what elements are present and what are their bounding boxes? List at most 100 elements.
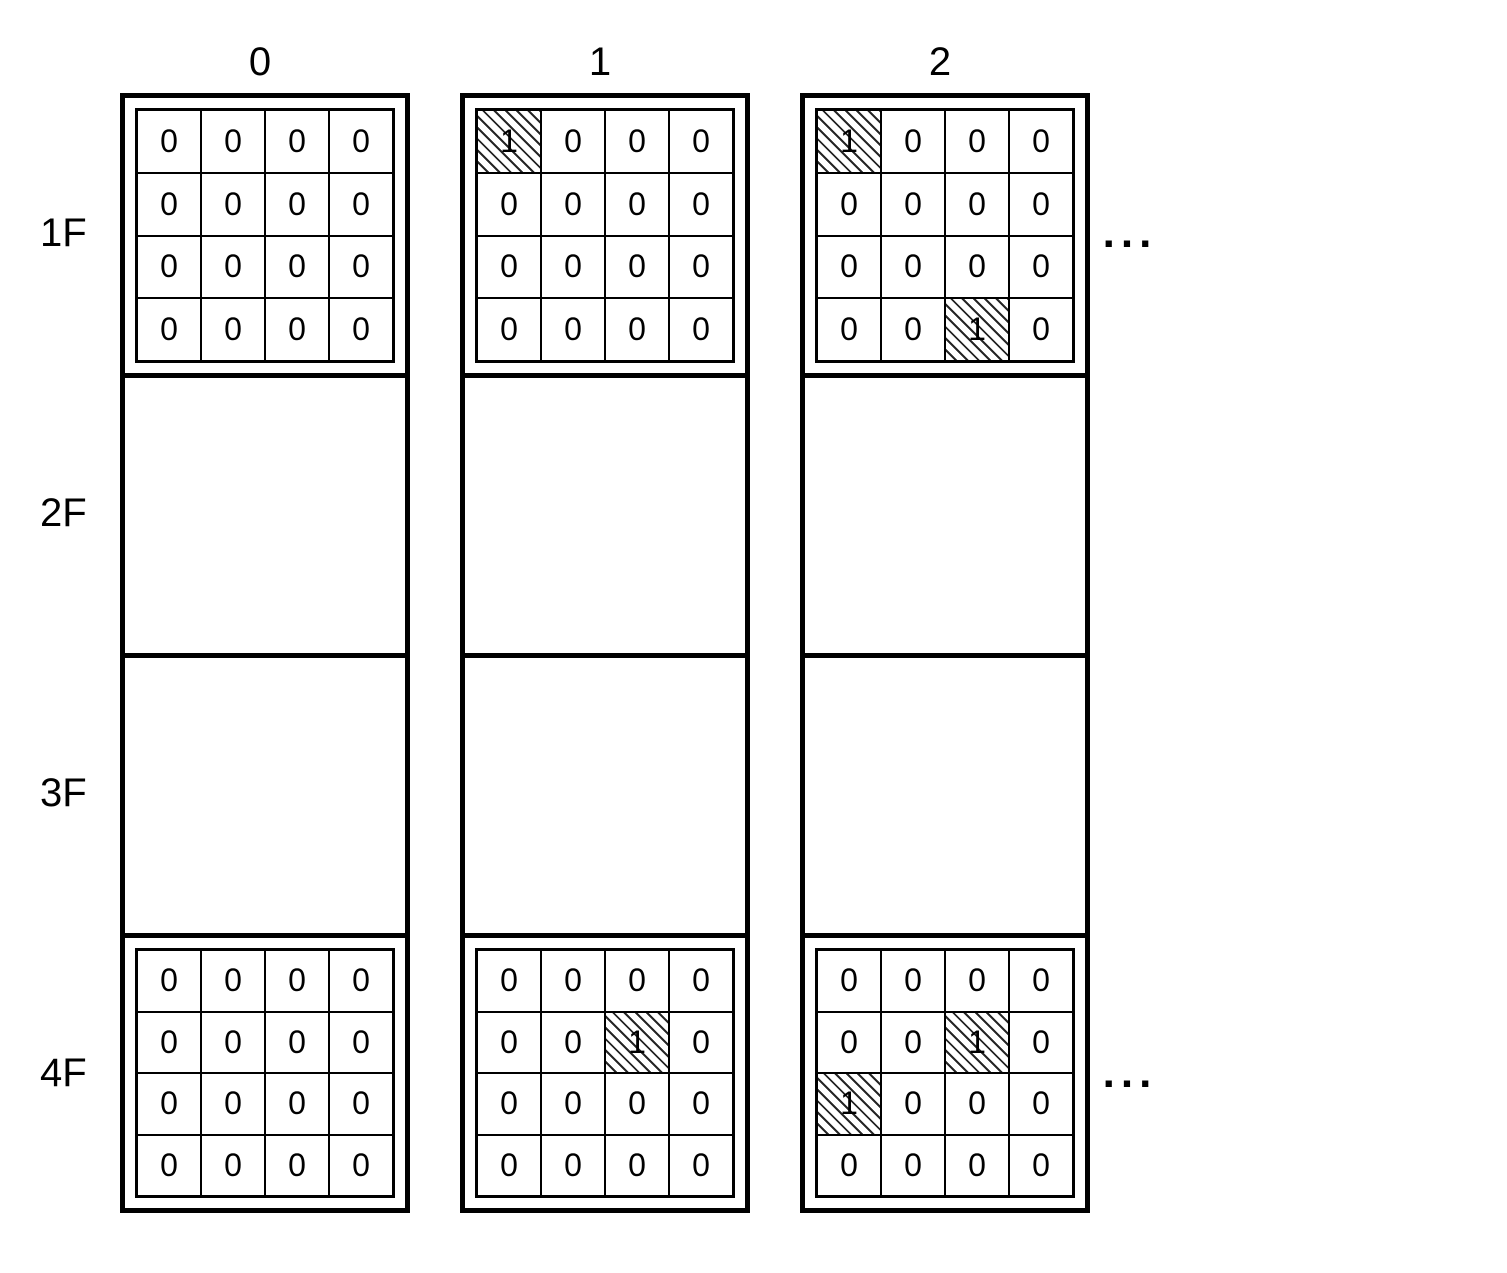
cell: 0	[137, 173, 201, 236]
cell: 0	[1009, 950, 1073, 1012]
block: 0000001000000000	[465, 933, 745, 1213]
cell: 0	[329, 173, 393, 236]
block: 0000000000000000	[125, 93, 405, 373]
cell: 0	[817, 298, 881, 361]
inner-grid: 0000001010000000	[815, 948, 1075, 1198]
cell: 0	[881, 1073, 945, 1135]
block	[125, 373, 405, 653]
cell: 0	[669, 298, 733, 361]
cell: 0	[329, 236, 393, 299]
block	[805, 653, 1085, 933]
cell: 0	[881, 950, 945, 1012]
col-header-1: 1	[460, 40, 740, 85]
cell: 0	[541, 110, 605, 173]
block: 0000001010000000	[805, 933, 1085, 1213]
cell: 0	[137, 236, 201, 299]
block	[805, 373, 1085, 653]
cell: 0	[945, 173, 1009, 236]
cell: 0	[817, 173, 881, 236]
row-labels: 1F 2F 3F 4F	[40, 93, 120, 1213]
row-label-4F: 4F	[40, 933, 120, 1213]
cell: 0	[137, 1012, 201, 1074]
row-label-3F: 3F	[40, 653, 120, 933]
cell: 0	[265, 1012, 329, 1074]
cell: 0	[945, 1135, 1009, 1197]
row-label-2F: 2F	[40, 373, 120, 653]
main-grid: 1F 2F 3F 4F 0000000000000000000000000000…	[40, 93, 1170, 1213]
cell: 0	[1009, 1073, 1073, 1135]
cell: 0	[201, 950, 265, 1012]
cell: 0	[605, 110, 669, 173]
cell: 0	[265, 110, 329, 173]
cell: 0	[945, 110, 1009, 173]
cell: 0	[669, 110, 733, 173]
cell: 0	[265, 950, 329, 1012]
block: 0000000000000000	[125, 933, 405, 1213]
cell: 0	[605, 298, 669, 361]
cell: 0	[541, 236, 605, 299]
cell: 0	[605, 1135, 669, 1197]
cell: 0	[201, 298, 265, 361]
cell: 0	[541, 1012, 605, 1074]
cell: 0	[265, 1073, 329, 1135]
grid-area: 00000000000000000000000000000000 1000000…	[120, 93, 1170, 1213]
cell: 0	[477, 1073, 541, 1135]
cell: 0	[477, 950, 541, 1012]
cell: 0	[817, 236, 881, 299]
cell: 0	[329, 110, 393, 173]
cell: 0	[477, 1135, 541, 1197]
ellipsis-icon: ...	[1090, 93, 1170, 373]
cell: 0	[881, 1135, 945, 1197]
cell: 0	[881, 173, 945, 236]
cell: 0	[201, 110, 265, 173]
cell: 0	[137, 110, 201, 173]
cell: 0	[669, 1012, 733, 1074]
cell: 0	[477, 173, 541, 236]
cell: 0	[669, 173, 733, 236]
cell: 0	[605, 173, 669, 236]
cell: 0	[137, 1135, 201, 1197]
column-1: 10000000000000000000001000000000	[460, 93, 750, 1213]
cell: 0	[265, 236, 329, 299]
column-2: 10000000000000100000001010000000	[800, 93, 1090, 1213]
cell-highlighted: 1	[477, 110, 541, 173]
cell: 0	[881, 298, 945, 361]
cell: 0	[137, 950, 201, 1012]
cell: 0	[477, 236, 541, 299]
cell: 0	[881, 236, 945, 299]
cell: 0	[265, 173, 329, 236]
cell: 0	[137, 1073, 201, 1135]
ellipsis-spacer	[1090, 653, 1170, 933]
cell: 0	[1009, 1135, 1073, 1197]
ellipsis-icon: ...	[1090, 933, 1170, 1213]
cell-highlighted: 1	[817, 110, 881, 173]
inner-grid: 1000000000000010	[815, 108, 1075, 363]
cell: 0	[945, 236, 1009, 299]
block	[125, 653, 405, 933]
cell: 0	[541, 1073, 605, 1135]
cell: 0	[1009, 298, 1073, 361]
cell: 0	[817, 1135, 881, 1197]
ellipsis-column: ... ...	[1090, 93, 1170, 1213]
cell: 0	[329, 950, 393, 1012]
cell: 0	[605, 950, 669, 1012]
cell: 0	[669, 236, 733, 299]
block	[465, 373, 745, 653]
ellipsis-spacer	[1090, 373, 1170, 653]
cell: 0	[881, 110, 945, 173]
cell: 0	[1009, 1012, 1073, 1074]
block: 1000000000000000	[465, 93, 745, 373]
cell-highlighted: 1	[945, 298, 1009, 361]
cell: 0	[201, 173, 265, 236]
row-label-1F: 1F	[40, 93, 120, 373]
cell: 0	[201, 1135, 265, 1197]
block	[465, 653, 745, 933]
cell-highlighted: 1	[817, 1073, 881, 1135]
cell: 0	[817, 950, 881, 1012]
cell: 0	[265, 1135, 329, 1197]
col-header-2: 2	[800, 40, 1080, 85]
inner-grid: 0000000000000000	[135, 108, 395, 363]
cell-highlighted: 1	[605, 1012, 669, 1074]
cell: 0	[201, 1073, 265, 1135]
cell: 0	[265, 298, 329, 361]
